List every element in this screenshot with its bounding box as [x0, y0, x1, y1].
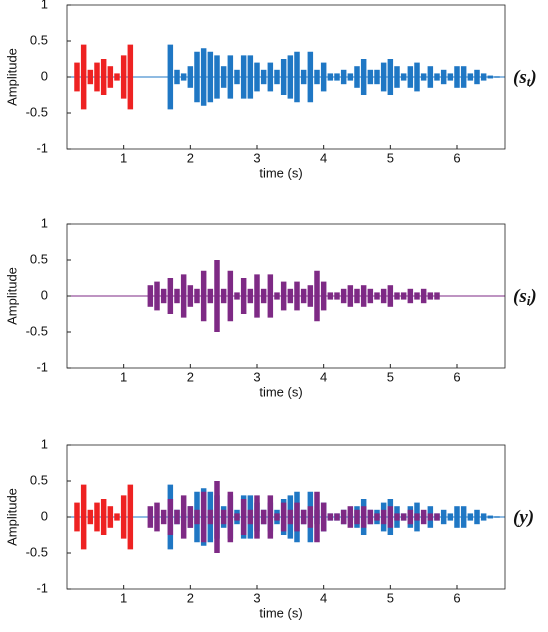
- x-tick-label: 2: [187, 369, 194, 384]
- y-tick-label: 0.5: [30, 472, 48, 487]
- panel-label-base: (s: [513, 67, 527, 88]
- y-tick-label: -1: [36, 580, 48, 595]
- x-tick-label: 2: [187, 150, 194, 165]
- x-tick-label: 6: [453, 369, 460, 384]
- y-tick-label: 0: [41, 287, 48, 302]
- x-tick-label: 1: [120, 150, 127, 165]
- panel-label: (st): [513, 67, 537, 89]
- panel-label-close: ): [528, 67, 536, 88]
- x-tick-label: 2: [187, 590, 194, 605]
- y-tick-label: 0: [41, 508, 48, 523]
- x-tick-label: 1: [120, 590, 127, 605]
- y-tick-label: 0.5: [30, 32, 48, 47]
- x-tick-label: 3: [253, 369, 260, 384]
- x-tick-label: 4: [320, 369, 327, 384]
- y-tick-label: -0.5: [26, 323, 48, 338]
- panel-label-close: ): [526, 507, 534, 528]
- y-tick-label: -0.5: [26, 104, 48, 119]
- x-tick-label: 6: [453, 150, 460, 165]
- panel-label-base: (s: [513, 286, 527, 307]
- x-tick-label: 3: [253, 590, 260, 605]
- y-tick-label: -1: [36, 359, 48, 374]
- y-axis-label: Amplitude: [4, 267, 19, 325]
- y-tick-label: 0: [41, 68, 48, 83]
- panel-label-base: (y: [513, 507, 528, 528]
- y-tick-label: -1: [36, 140, 48, 155]
- x-axis-label: time (s): [259, 605, 302, 620]
- panel-label: (y): [513, 507, 534, 528]
- x-tick-label: 5: [387, 150, 394, 165]
- y-tick-label: 1: [41, 215, 48, 230]
- x-axis-label: time (s): [259, 384, 302, 399]
- y-tick-label: 1: [41, 436, 48, 451]
- x-tick-label: 5: [387, 369, 394, 384]
- panel-label-sub: t: [527, 74, 531, 89]
- x-tick-label: 4: [320, 150, 327, 165]
- x-tick-label: 4: [320, 590, 327, 605]
- x-tick-label: 5: [387, 590, 394, 605]
- y-tick-label: 0.5: [30, 251, 48, 266]
- x-axis-label: time (s): [259, 165, 302, 180]
- panel-label-sub: i: [527, 293, 531, 308]
- x-tick-label: 3: [253, 150, 260, 165]
- y-axis-label: Amplitude: [4, 488, 19, 546]
- panel-label-close: ): [528, 286, 536, 307]
- x-tick-label: 6: [453, 590, 460, 605]
- panel-label: (si): [513, 286, 537, 308]
- y-axis-label: Amplitude: [4, 48, 19, 106]
- y-tick-label: -0.5: [26, 544, 48, 559]
- y-tick-label: 1: [41, 0, 48, 11]
- x-tick-label: 1: [120, 369, 127, 384]
